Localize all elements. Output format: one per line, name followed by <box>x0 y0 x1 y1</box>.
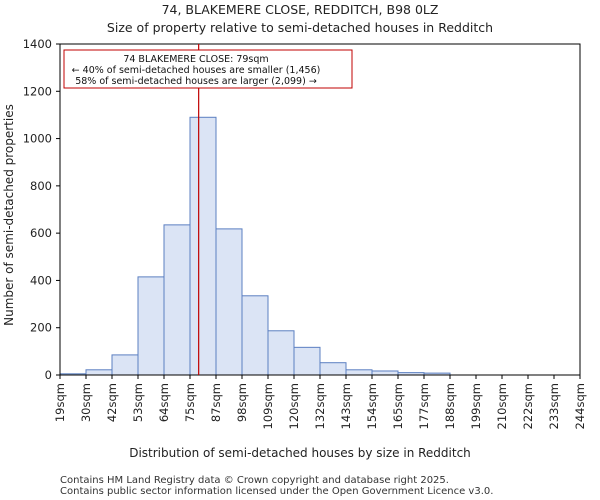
x-tick-label-244sqm: 244sqm <box>573 383 587 429</box>
x-axis-label: Distribution of semi-detached houses by … <box>129 446 471 460</box>
x-tick-label-222sqm: 222sqm <box>521 383 535 429</box>
y-tick-label-0: 0 <box>45 368 52 382</box>
annotation-line-1: 74 BLAKEMERE CLOSE: 79sqm <box>123 54 268 65</box>
x-tick-label-188sqm: 188sqm <box>443 383 457 429</box>
x-tick-label-30sqm: 30sqm <box>79 383 93 422</box>
x-tick-label-87sqm: 87sqm <box>209 383 223 422</box>
x-tick-label-177sqm: 177sqm <box>417 383 431 429</box>
x-tick-label-233sqm: 233sqm <box>547 383 561 429</box>
x-tick-label-75sqm: 75sqm <box>183 383 197 422</box>
y-tick-label-1000: 1000 <box>23 132 52 146</box>
x-tick-label-210sqm: 210sqm <box>495 383 509 429</box>
annotation-box <box>63 49 353 89</box>
y-tick-label-600: 600 <box>30 226 52 240</box>
x-tick-label-143sqm: 143sqm <box>339 383 353 429</box>
histogram-bar-132sqm <box>319 362 347 376</box>
y-axis-label: Number of semi-detached properties <box>2 104 16 326</box>
x-tick-label-53sqm: 53sqm <box>131 383 145 422</box>
y-tick-label-400: 400 <box>30 273 52 287</box>
x-tick-label-42sqm: 42sqm <box>105 383 119 422</box>
histogram-bar-87sqm <box>215 228 243 376</box>
x-tick-label-109sqm: 109sqm <box>261 383 275 429</box>
x-tick-label-199sqm: 199sqm <box>469 383 483 429</box>
histogram-bar-42sqm <box>111 354 139 376</box>
chart-subtitle: Size of property relative to semi-detach… <box>107 20 493 35</box>
histogram-bar-120sqm <box>293 346 321 376</box>
x-tick-label-64sqm: 64sqm <box>157 383 171 422</box>
y-tick-label-1400: 1400 <box>23 37 52 51</box>
histogram-bar-64sqm <box>163 224 191 376</box>
histogram-bar-154sqm <box>371 370 399 376</box>
x-tick-label-132sqm: 132sqm <box>313 383 327 429</box>
histogram-bar-109sqm <box>267 330 295 376</box>
footer-line-1: Contains HM Land Registry data © Crown c… <box>60 475 449 486</box>
x-tick-label-98sqm: 98sqm <box>235 383 249 422</box>
y-tick-label-200: 200 <box>30 321 52 335</box>
histogram-bar-143sqm <box>345 369 373 376</box>
y-tick-label-800: 800 <box>30 179 52 193</box>
annotation-line-2: ← 40% of semi-detached houses are smalle… <box>72 65 321 76</box>
chart-title: 74, BLAKEMERE CLOSE, REDDITCH, B98 0LZ <box>162 2 439 17</box>
histogram-bar-30sqm <box>85 369 113 376</box>
x-tick-label-19sqm: 19sqm <box>53 383 67 422</box>
histogram-bar-53sqm <box>137 276 165 376</box>
footer-line-2: Contains public sector information licen… <box>60 486 493 497</box>
y-tick-label-1200: 1200 <box>23 84 52 98</box>
x-tick-label-120sqm: 120sqm <box>287 383 301 429</box>
annotation-line-3: 58% of semi-detached houses are larger (… <box>75 76 317 87</box>
x-tick-label-154sqm: 154sqm <box>365 383 379 429</box>
histogram-bar-98sqm <box>241 295 269 376</box>
x-tick-label-165sqm: 165sqm <box>391 383 405 429</box>
histogram-bar-75sqm <box>189 116 217 376</box>
